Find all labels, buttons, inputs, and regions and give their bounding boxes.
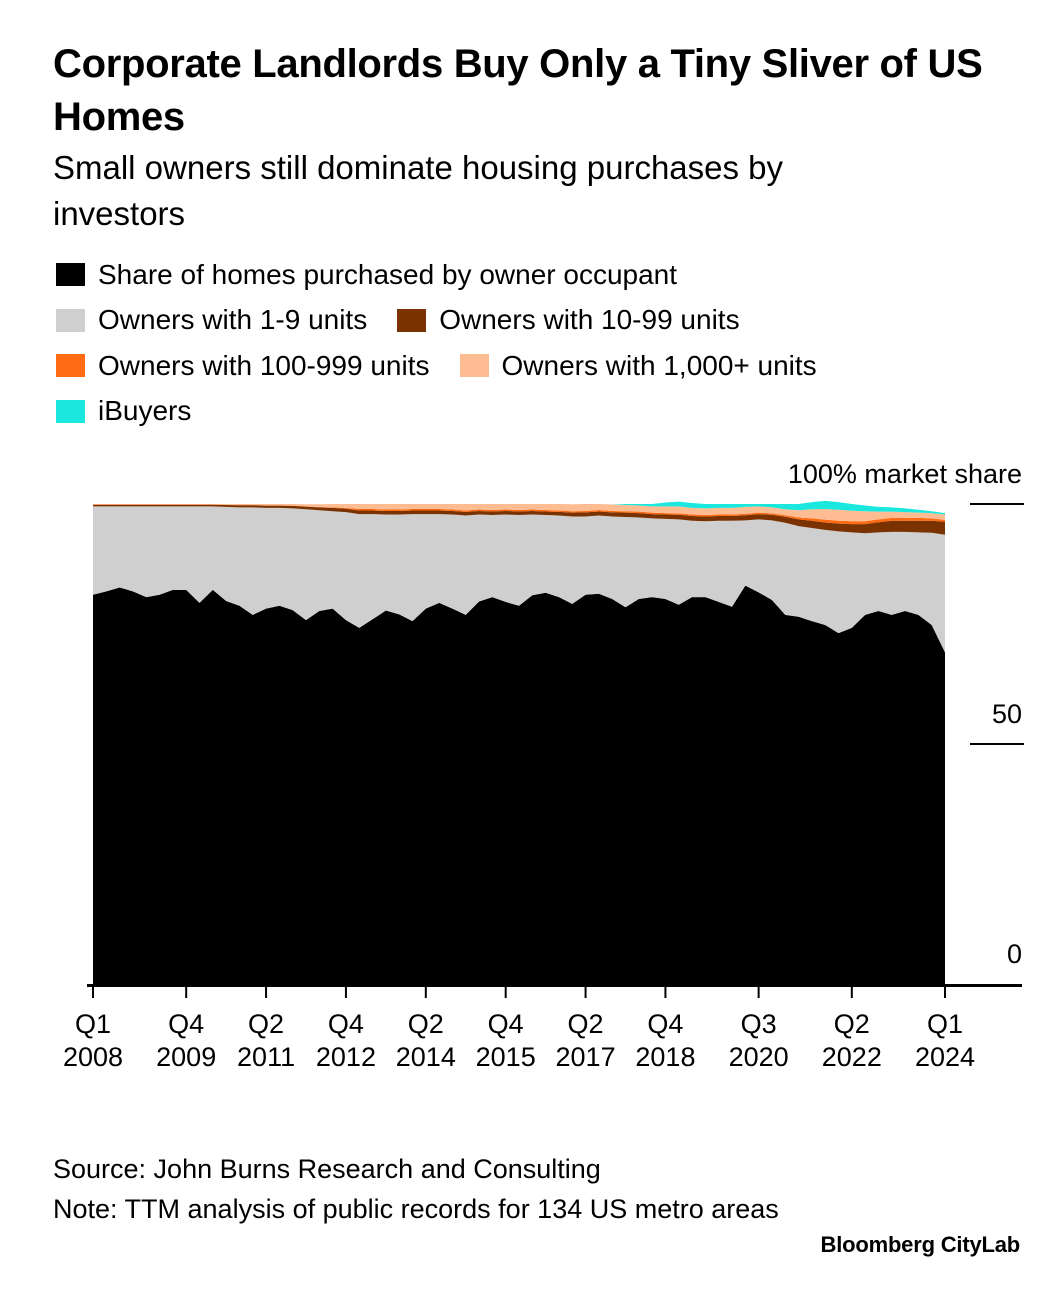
legend-item-ibuyers: iBuyers: [56, 395, 191, 427]
legend-label: iBuyers: [98, 395, 192, 427]
x-tick-label: 2011: [237, 1042, 295, 1072]
x-axis: Q12008Q42009Q22011Q42012Q22014Q42015Q220…: [63, 984, 1022, 1072]
legend-swatch: [459, 354, 489, 378]
x-tick-label: 2017: [556, 1042, 616, 1072]
x-tick-label: Q2: [834, 1009, 870, 1039]
y-tick-label: 0: [1007, 939, 1022, 969]
series-area-1: [93, 506, 945, 653]
legend-label: Share of homes purchased by owner occupa…: [98, 258, 678, 290]
brand-logo: Bloomberg CityLab: [820, 1232, 1021, 1257]
chart-subtitle: Small owners still dominate housing purc…: [53, 149, 784, 232]
x-tick-label: 2014: [396, 1042, 456, 1072]
series-areas: [93, 500, 945, 984]
x-tick-label: 2009: [156, 1042, 216, 1072]
legend-item-owners-1000-plus: Owners with 1,000+ units: [459, 349, 817, 382]
x-tick-label: 2015: [476, 1042, 536, 1072]
series-area-3: [93, 504, 945, 525]
chart-title: Corporate Landlords Buy Only a Tiny Sliv…: [53, 42, 983, 139]
legend-label: Owners with 1-9 units: [98, 304, 368, 336]
x-tick-label: 2022: [822, 1042, 882, 1072]
x-tick-label: Q1: [75, 1009, 111, 1039]
x-tick-label: Q4: [328, 1009, 364, 1039]
x-tick-label: Q1: [927, 1009, 963, 1039]
legend-item-owners-10-99: Owners with 10-99 units: [397, 304, 740, 336]
legend-item-owners-100-999: Owners with 100-999 units: [56, 350, 430, 382]
x-tick-label: 2008: [63, 1042, 123, 1072]
legend-swatch: [56, 354, 85, 378]
legend-item-owners-1-9: Owners with 1-9 units: [56, 304, 367, 336]
y-tick-label: 100% market share: [788, 459, 1022, 489]
legend-label: Owners with 100-999 units: [98, 349, 430, 381]
x-tick-label: Q2: [568, 1009, 604, 1039]
series-area-4: [93, 504, 945, 522]
x-tick-label: 2020: [729, 1042, 789, 1072]
x-tick-label: 2012: [316, 1042, 376, 1072]
legend-swatch: [397, 308, 427, 332]
x-tick-label: Q3: [741, 1009, 777, 1039]
x-tick-label: 2024: [915, 1042, 975, 1072]
x-tick-label: Q2: [408, 1009, 444, 1039]
method-note: Note: TTM analysis of public records for…: [53, 1193, 779, 1224]
x-tick-label: Q2: [248, 1009, 284, 1039]
legend-item-owner-occupant: Share of homes purchased by owner occupa…: [56, 259, 677, 291]
y-axis: 100% market share 50 0: [788, 459, 1024, 969]
series-area-2: [93, 504, 945, 535]
legend-swatch: [56, 399, 85, 423]
series-area-0: [93, 585, 945, 984]
legend-swatch: [56, 308, 85, 332]
x-tick-label: Q4: [647, 1009, 683, 1039]
legend: Share of homes purchased by owner occupa…: [56, 252, 1016, 434]
x-tick-label: Q4: [168, 1009, 204, 1039]
y-tick-label: 50: [992, 699, 1022, 729]
footer: Source: John Burns Research and Consulti…: [53, 1150, 793, 1229]
legend-label: Owners with 1,000+ units: [501, 349, 817, 381]
x-tick-label: Q4: [488, 1009, 524, 1039]
legend-swatch: [56, 263, 85, 287]
legend-label: Owners with 10-99 units: [439, 304, 740, 336]
x-tick-label: 2018: [635, 1042, 695, 1072]
series-area-5: [93, 500, 945, 515]
source-note: Source: John Burns Research and Consulti…: [53, 1154, 601, 1184]
